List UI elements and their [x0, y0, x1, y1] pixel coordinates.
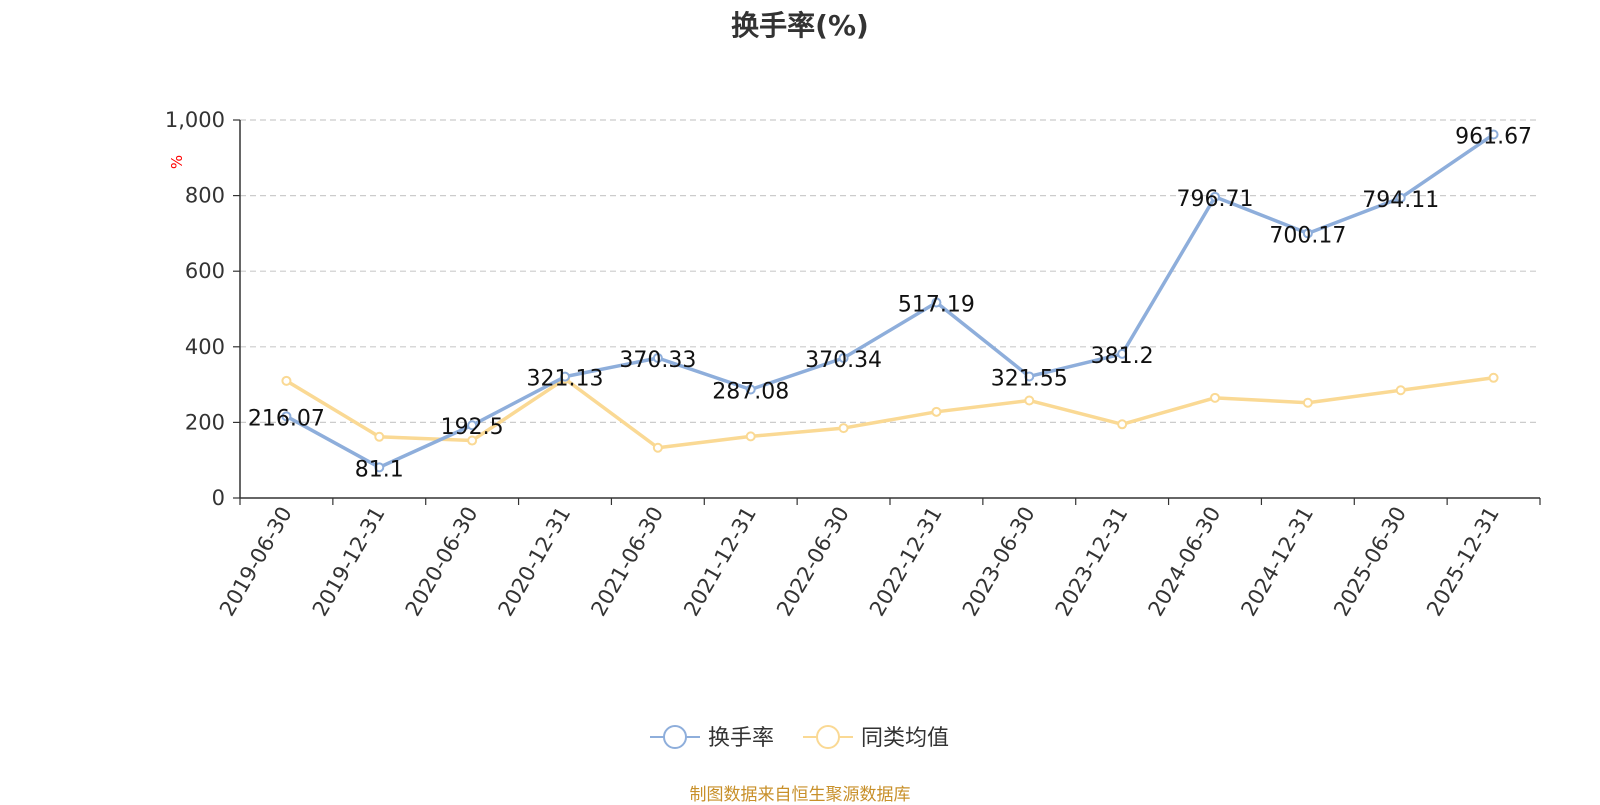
data-point	[281, 411, 292, 422]
data-point	[931, 406, 942, 417]
data-point	[1488, 129, 1499, 140]
data-label: 517.19	[898, 293, 975, 318]
data-point	[1302, 397, 1313, 408]
data-point	[1210, 392, 1220, 403]
data-point	[1210, 191, 1220, 202]
y-tick-label: 600	[185, 259, 225, 283]
x-tick-label: 2020-06-30	[401, 502, 483, 620]
data-point	[1024, 371, 1035, 382]
data-point	[374, 462, 385, 473]
data-label: 370.34	[805, 348, 882, 373]
data-point	[745, 431, 756, 442]
data-point	[374, 431, 385, 442]
data-point	[1395, 385, 1406, 396]
data-label: 796.71	[1177, 187, 1254, 212]
legend-marker	[663, 725, 687, 749]
legend-label: 同类均值	[861, 726, 949, 751]
data-label: 381.2	[1091, 344, 1154, 369]
y-axis-label: %	[168, 155, 186, 169]
x-tick-label: 2023-12-31	[1051, 503, 1133, 621]
x-tick-label: 2022-12-31	[865, 503, 947, 621]
data-label: 794.11	[1362, 188, 1439, 213]
data-label: 321.13	[527, 367, 604, 392]
x-tick-label: 2021-06-30	[586, 503, 668, 621]
data-point	[1395, 192, 1406, 203]
x-tick-label: 2025-06-30	[1329, 503, 1411, 621]
x-tick-label: 2019-06-30	[215, 503, 297, 621]
data-label: 287.08	[712, 379, 789, 404]
data-point	[652, 442, 663, 453]
y-tick-label: 400	[185, 335, 225, 359]
data-point	[560, 371, 570, 382]
legend-label: 换手率	[708, 726, 774, 751]
data-labels: 216.07 81.1 192.5 321.13 370.33 287.08 370.34 5…	[248, 124, 1532, 482]
x-tick-label: 2022-06-30	[772, 503, 854, 621]
source-note: 制图数据来自恒生聚源数据库	[689, 785, 911, 805]
data-point	[1117, 419, 1128, 430]
grid-lines	[240, 119, 1540, 423]
chart-title: 换手率(%)	[731, 9, 869, 42]
data-point	[838, 423, 849, 434]
legend[interactable]: 换手率 同类均值	[650, 725, 949, 751]
data-label: 961.67	[1455, 124, 1532, 149]
x-tick-label: 2021-12-31	[679, 503, 761, 621]
data-point	[652, 353, 663, 364]
data-label: 216.07	[248, 406, 325, 431]
x-tick-label: 2024-06-30	[1144, 503, 1226, 621]
data-point	[838, 353, 849, 364]
x-tick-label: 2020-12-31	[494, 503, 576, 621]
y-tick-label: 200	[185, 410, 225, 434]
legend-marker	[816, 725, 840, 749]
data-point	[1024, 395, 1035, 406]
series-line	[284, 376, 1496, 450]
y-tick-label: 0	[212, 486, 225, 510]
data-label: 370.33	[619, 348, 696, 373]
y-tick-label: 800	[185, 184, 225, 208]
x-tick-label: 2023-06-30	[958, 503, 1040, 621]
data-point	[467, 420, 478, 431]
data-label: 700.17	[1269, 223, 1346, 248]
series-line	[284, 132, 1496, 470]
series	[281, 129, 1499, 473]
data-point	[931, 297, 942, 308]
data-point	[281, 375, 292, 386]
data-point	[1488, 372, 1499, 383]
data-label: 81.1	[355, 457, 404, 482]
x-tick-label: 2024-12-31	[1236, 503, 1318, 621]
data-point	[1117, 348, 1128, 359]
data-label: 321.55	[991, 366, 1068, 391]
data-point	[1302, 228, 1313, 239]
data-label: 192.5	[441, 415, 504, 440]
x-tick-label: 2019-12-31	[308, 503, 390, 621]
y-tick-label: 1,000	[165, 108, 225, 132]
x-tick-label: 2025-12-31	[1422, 503, 1504, 621]
data-point	[467, 435, 478, 446]
data-point	[745, 384, 756, 395]
